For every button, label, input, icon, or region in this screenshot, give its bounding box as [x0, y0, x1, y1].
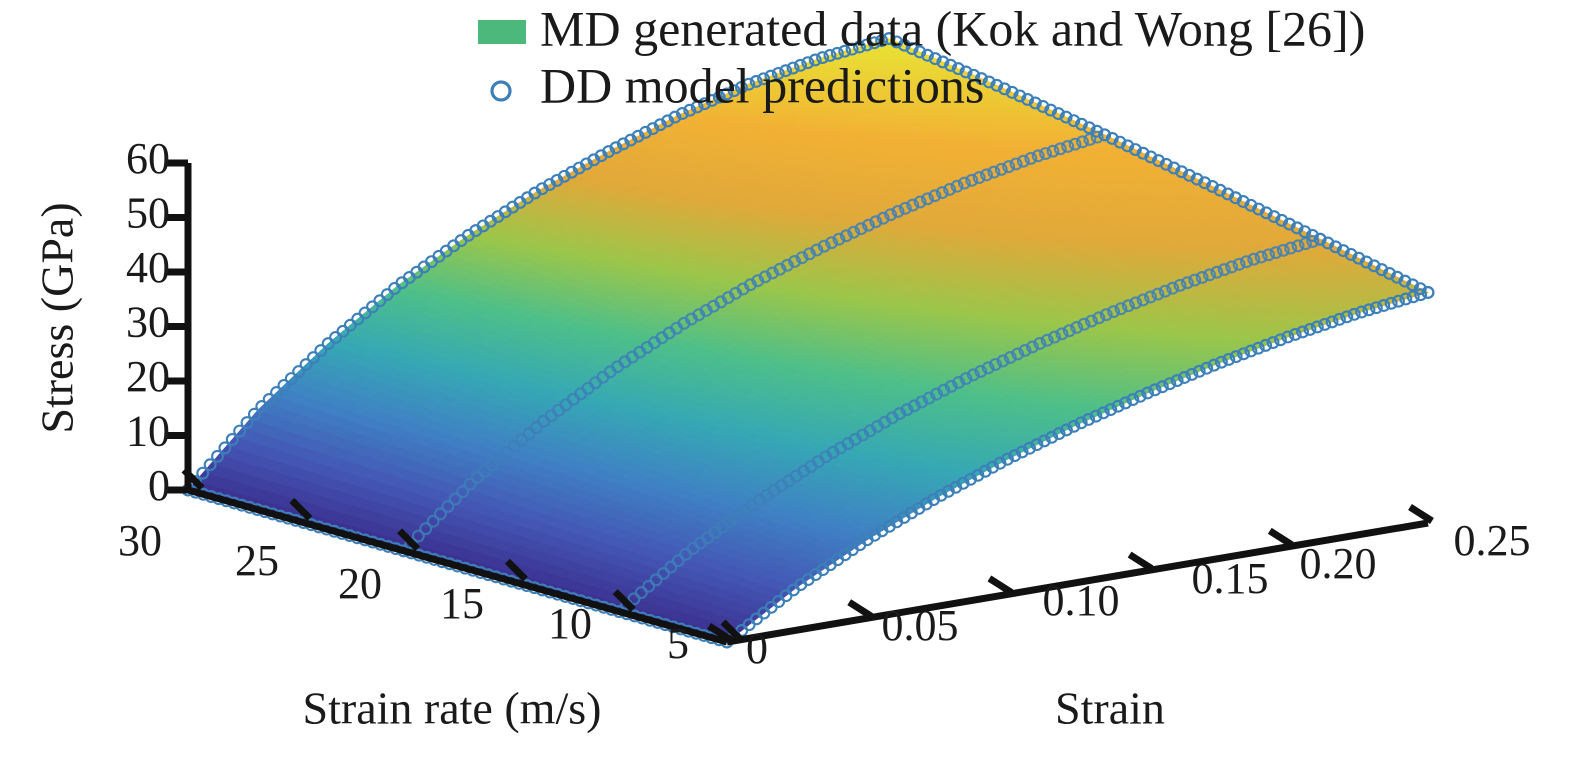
axes-lines-and-ticks — [166, 159, 1434, 646]
surface-mesh — [187, 38, 1430, 643]
strain-tick-2: 0.10 — [1043, 576, 1120, 625]
legend-label-md-data: MD generated data (Kok and Wong [26]) — [540, 0, 1365, 56]
strain-rate-tick-15: 15 — [440, 579, 484, 628]
z-tick-label-10: 10 — [126, 407, 170, 456]
z-tick-label-20: 20 — [126, 352, 170, 401]
legend-marker-dd-predictions — [490, 80, 512, 102]
z-tick-label-40: 40 — [126, 243, 170, 292]
strain-rate-tick-5: 5 — [667, 619, 689, 668]
strain-axis-title: Strain — [1055, 683, 1165, 734]
strain-rate-tick-10: 10 — [548, 599, 592, 648]
legend: MD generated data (Kok and Wong [26])DD … — [478, 0, 1365, 113]
strain-tick-5: 0.25 — [1454, 516, 1531, 565]
legend-label-dd-predictions: DD model predictions — [540, 57, 984, 113]
strain-rate-tick-20: 20 — [338, 559, 382, 608]
z-axis-title: Stress (GPa) — [32, 202, 83, 433]
z-tick-label-0: 0 — [148, 461, 170, 510]
strain-rate-tick-30: 30 — [118, 516, 162, 565]
strain-tick-4: 0.20 — [1300, 539, 1377, 588]
z-tick-label-50: 50 — [126, 189, 170, 238]
strain-rate-tick-25: 25 — [235, 536, 279, 585]
axis-text-layer: 0 10 20 30 40 50 60 Stress (GPa) 30 25 20 15 10 5 Stra… — [32, 134, 1531, 733]
z-tick-label-30: 30 — [126, 298, 170, 347]
strain-tick-1: 0.05 — [882, 601, 959, 650]
z-tick-label-60: 60 — [126, 134, 170, 183]
strain-tick-0: 0 — [746, 624, 768, 673]
strain-tick-3: 0.15 — [1192, 554, 1269, 603]
strain-rate-axis-title: Strain rate (m/s) — [303, 683, 602, 734]
legend-swatch-md-data — [478, 20, 526, 44]
